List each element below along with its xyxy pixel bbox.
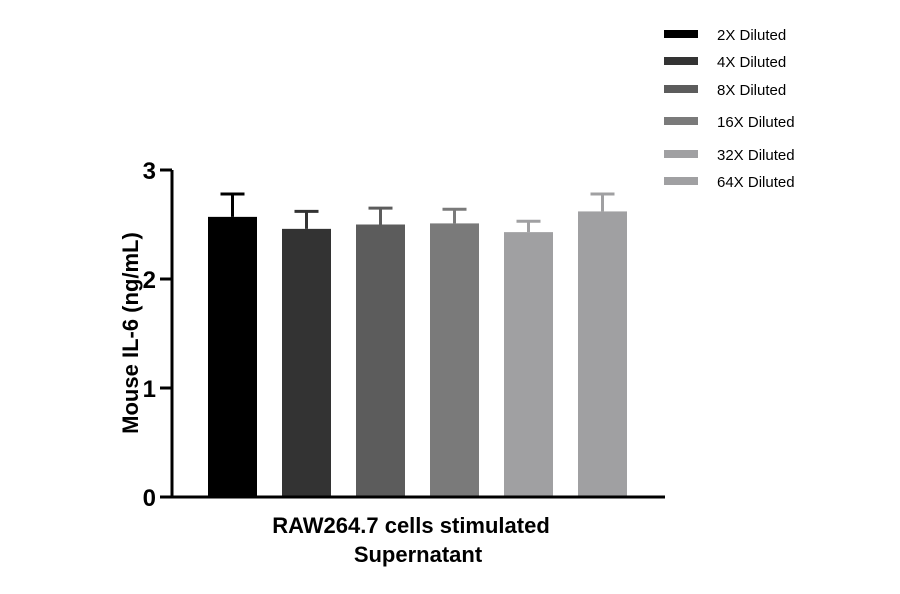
legend-label: 16X Diluted xyxy=(717,114,795,131)
bar xyxy=(356,224,405,497)
x-axis-title-line-2: Supernatant xyxy=(354,542,483,567)
legend-label: 64X Diluted xyxy=(717,174,795,191)
legend-swatch xyxy=(664,177,698,185)
legend-swatch xyxy=(664,30,698,38)
y-ticks: 0 1 2 3 xyxy=(143,158,172,512)
legend-swatch xyxy=(664,117,698,125)
legend-label: 8X Diluted xyxy=(717,82,786,99)
y-axis-title: Mouse IL-6 (ng/mL) xyxy=(118,232,143,434)
legend-swatch xyxy=(664,150,698,158)
bar xyxy=(430,223,479,497)
bar xyxy=(208,216,257,497)
bar xyxy=(504,232,553,497)
legend-swatch xyxy=(664,85,698,93)
bar xyxy=(578,211,627,498)
legend: 2X Diluted 4X Diluted 8X Diluted 16X Dilute… xyxy=(664,27,795,191)
legend-label: 32X Diluted xyxy=(717,147,795,164)
plot-area xyxy=(208,192,627,498)
y-tick-label: 0 xyxy=(143,485,156,512)
y-tick-label: 2 xyxy=(143,267,156,294)
legend-label: 4X Diluted xyxy=(717,54,786,71)
bar xyxy=(282,228,331,498)
legend-swatch xyxy=(664,57,698,65)
y-tick-label: 1 xyxy=(143,376,156,403)
x-axis-title-line-1: RAW264.7 cells stimulated xyxy=(272,513,550,538)
y-tick-label: 3 xyxy=(143,158,156,185)
legend-label: 2X Diluted xyxy=(717,27,786,44)
